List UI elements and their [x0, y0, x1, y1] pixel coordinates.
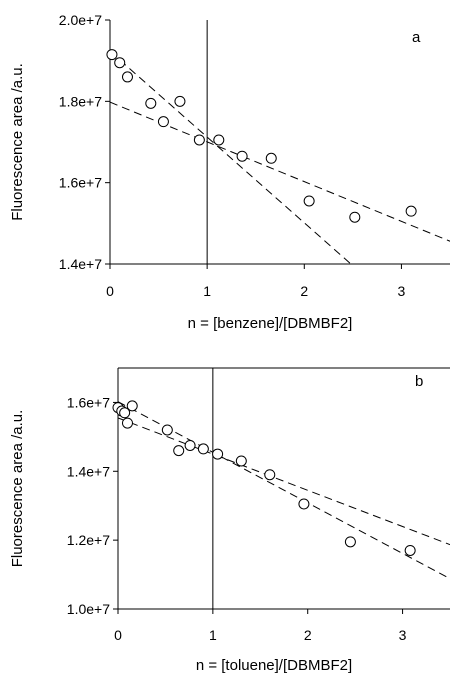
- y-tick-label: 1.4e+7: [67, 463, 110, 479]
- y-axis-title: Fluorescence area /a.u.: [9, 410, 26, 568]
- data-point: [161, 424, 173, 436]
- data-point: [173, 445, 185, 457]
- data-point: [121, 71, 133, 83]
- x-tick-label: 1: [203, 283, 211, 299]
- y-tick-label: 1.6e+7: [59, 175, 102, 191]
- fit-line: [118, 417, 450, 546]
- chart-panel-a: 1.4e+7 1.6e+7 1.8e+7 2.0e+7 0 1 2 3 n = [benzene…: [9, 12, 450, 332]
- x-axis-title: n = [benzene]/[DBMBF2]: [188, 315, 353, 332]
- chart-panel-b: 1.0e+7 1.2e+7 1.4e+7 1.6e+7 0 1 2 3 n = [toluene…: [9, 367, 450, 673]
- fit-lines: [118, 401, 450, 580]
- data-point: [213, 134, 225, 146]
- x-tick-label: 0: [106, 283, 114, 299]
- data-point: [236, 150, 248, 162]
- data-point: [157, 116, 169, 128]
- y-tick-label: 1.4e+7: [59, 256, 102, 272]
- data-point: [119, 407, 131, 419]
- data-point: [197, 443, 209, 455]
- y-tick-label: 1.2e+7: [67, 532, 110, 548]
- data-point: [212, 448, 224, 460]
- data-point: [405, 205, 417, 217]
- x-tick-label: 1: [209, 627, 217, 643]
- data-point: [404, 544, 416, 556]
- x-tick-label: 3: [398, 283, 406, 299]
- x-tick-label: 2: [300, 283, 308, 299]
- fit-line: [110, 101, 450, 242]
- data-point: [193, 134, 205, 146]
- panel-label: b: [415, 373, 423, 390]
- data-point: [174, 95, 186, 107]
- x-tick-label: 3: [399, 627, 407, 643]
- data-point: [126, 400, 138, 412]
- data-point: [344, 536, 356, 548]
- fit-line: [110, 50, 352, 264]
- y-tick-label: 1.8e+7: [59, 93, 102, 109]
- data-point: [235, 455, 247, 467]
- data-point: [303, 195, 315, 207]
- x-tick-label: 2: [304, 627, 312, 643]
- fit-lines: [110, 50, 450, 264]
- data-point: [184, 439, 196, 451]
- data-point: [114, 57, 126, 69]
- y-tick-label: 2.0e+7: [59, 12, 102, 28]
- data-point: [106, 49, 118, 61]
- data-point: [121, 417, 133, 429]
- y-tick-label: 1.6e+7: [67, 394, 110, 410]
- data-point: [298, 498, 310, 510]
- fit-line: [118, 401, 450, 580]
- panel-label: a: [412, 29, 421, 46]
- y-tick-label: 1.0e+7: [67, 601, 110, 617]
- x-axis-title: n = [toluene]/[DBMBF2]: [196, 657, 352, 673]
- data-point: [349, 211, 361, 223]
- data-point: [264, 469, 276, 481]
- x-tick-label: 0: [114, 627, 122, 643]
- data-point: [265, 152, 277, 164]
- y-axis-title: Fluorescence area /a.u.: [9, 63, 26, 221]
- data-point: [145, 97, 157, 109]
